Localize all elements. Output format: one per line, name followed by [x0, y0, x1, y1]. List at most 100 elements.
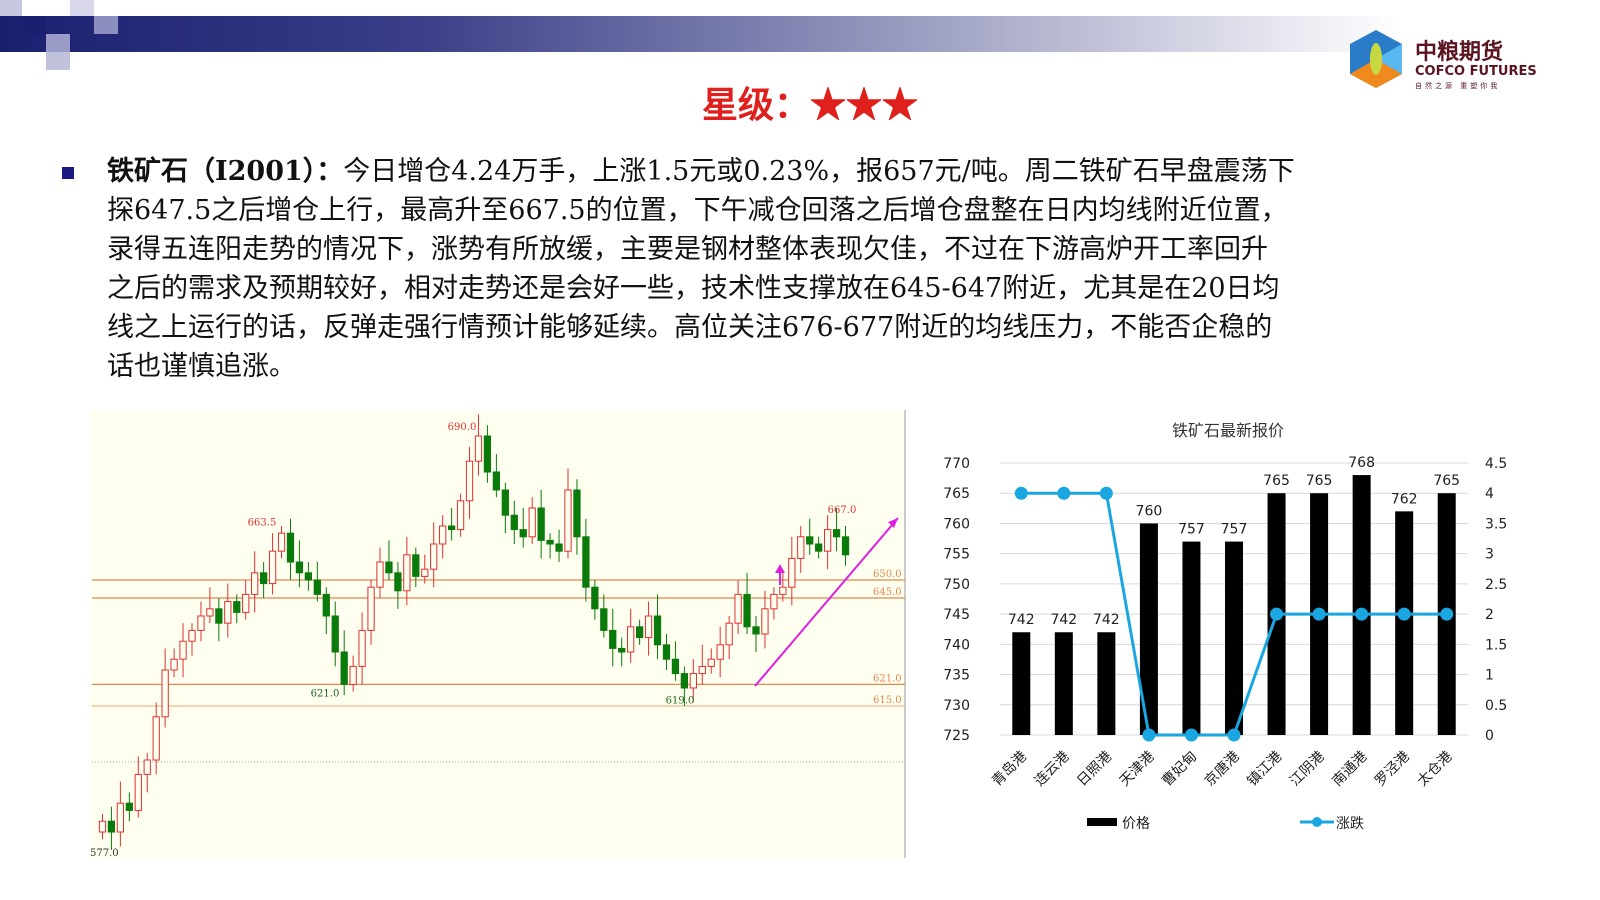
price-annotation: 690.0 [448, 422, 477, 433]
candle-body [689, 673, 697, 689]
header-gradient-bar [0, 16, 1400, 52]
decor-square [94, 16, 118, 34]
price-bar [1395, 511, 1414, 735]
left-axis-tick: 750 [943, 577, 970, 593]
right-axis-tick: 3.5 [1485, 516, 1507, 532]
candle-body [671, 658, 680, 675]
category-label: 罗泾港 [1372, 749, 1413, 790]
left-axis-tick: 755 [943, 547, 970, 563]
change-marker [1014, 486, 1028, 500]
candle-body [743, 593, 751, 628]
candle-body [322, 593, 330, 617]
port-price-chart: 铁矿石最新报价 725 730 735 740 745 750 755 760 765 770 0 0.… [943, 421, 1507, 832]
candle-body [788, 557, 796, 588]
price-bar [1182, 541, 1201, 735]
right-axis-tick: 0.5 [1485, 698, 1507, 714]
candle-body [465, 460, 474, 502]
candle-body [698, 665, 706, 675]
candle-body [761, 608, 769, 635]
bar-data-label: 762 [1391, 491, 1418, 507]
candle-body [752, 626, 760, 635]
price-annotation: 663.5 [248, 517, 277, 528]
candle-body [797, 536, 805, 559]
candle-body [224, 601, 232, 624]
bar-data-label: 742 [1008, 612, 1035, 628]
candle-body [340, 651, 348, 685]
candle-body [251, 572, 259, 595]
change-marker [1184, 728, 1198, 742]
candle-body [815, 543, 823, 552]
left-axis-tick: 725 [943, 728, 970, 744]
decor-square [70, 0, 94, 16]
change-marker [1397, 607, 1411, 621]
price-annotation: 619.0 [666, 696, 695, 707]
price-bar [1054, 632, 1073, 735]
candle-body [725, 622, 733, 646]
candle-body [152, 716, 160, 761]
left-axis-tick: 735 [943, 668, 970, 684]
right-axis-tick: 1 [1485, 668, 1494, 684]
candle-body [349, 665, 357, 685]
candle-body [591, 586, 599, 610]
text-line: 探647.5之后增仓上行，最高升至667.5的位置，下午减仓回落之后增仓盘整在日… [107, 195, 1288, 226]
bar-data-label: 760 [1136, 503, 1163, 519]
bar-data-label: 765 [1263, 473, 1290, 489]
category-label: 镇江港 [1244, 749, 1285, 790]
candle-body [823, 529, 832, 552]
candle-body [385, 561, 393, 574]
category-label: 江阴港 [1287, 749, 1328, 790]
candle-body [430, 543, 438, 570]
bar-data-label: 765 [1433, 473, 1460, 489]
bullet-icon [62, 167, 74, 179]
change-marker [1440, 607, 1454, 621]
left-axis-tick: 740 [943, 637, 970, 653]
category-label: 青岛港 [989, 749, 1030, 790]
rating-stars-icon: ★★★ [810, 84, 919, 126]
chart-title: 铁矿石最新报价 [1172, 421, 1284, 440]
price-annotation: 621.0 [311, 688, 340, 699]
candle-body [573, 489, 581, 538]
candle-body [412, 554, 420, 577]
category-label: 南通港 [1329, 749, 1370, 790]
legend-change-label: 涨跌 [1336, 816, 1364, 832]
left-axis-tick: 745 [943, 607, 970, 623]
left-axis-tick: 765 [943, 486, 970, 502]
text-line: 今日增仓4.24万手，上涨1.5元或0.23%，报657元/吨。周二铁矿石早盘震… [343, 156, 1295, 187]
commentary-paragraph: 铁矿石（I2001）：今日增仓4.24万手，上涨1.5元或0.23%，报657元… [107, 152, 1527, 386]
candle-body [304, 572, 313, 581]
change-marker [1099, 486, 1113, 500]
change-marker [1227, 728, 1241, 742]
legend-price-swatch [1087, 818, 1117, 826]
candle-body [233, 601, 241, 613]
trend-arrowhead-icon [888, 518, 898, 528]
bar-data-label: 742 [1093, 612, 1120, 628]
candle-body [519, 529, 527, 538]
up-arrowhead-icon [775, 564, 785, 573]
decor-square [0, 0, 22, 16]
bar-data-label: 768 [1348, 455, 1375, 471]
logo-hexagon-icon [1350, 30, 1402, 88]
bar-data-label: 765 [1306, 473, 1333, 489]
candle-body [125, 802, 133, 811]
right-axis-tick: 2.5 [1485, 577, 1507, 593]
candle-body [555, 543, 563, 552]
candle-body [537, 507, 545, 541]
change-marker [1142, 728, 1156, 742]
trend-line [754, 517, 899, 687]
candle-body [107, 820, 116, 833]
candle-body [268, 550, 277, 585]
price-bar [1097, 632, 1116, 735]
candle-body [510, 514, 518, 531]
candle-body [528, 507, 536, 538]
rating-title: 星级：★★★ [0, 76, 1600, 128]
candle-body [286, 532, 295, 563]
text-line: 录得五连阳走势的情况下，涨势有所放缓，主要是钢材整体表现欠佳，不过在下游高炉开工… [107, 234, 1268, 265]
legend-change-marker [1312, 817, 1322, 827]
candle-body [376, 561, 384, 588]
change-marker [1057, 486, 1071, 500]
candle-body [841, 536, 850, 556]
logo-name-en: COFCO FUTURES [1415, 64, 1537, 79]
category-label: 曹妃甸 [1159, 749, 1200, 790]
candle-body [403, 554, 411, 592]
category-label: 京唐港 [1201, 748, 1243, 790]
